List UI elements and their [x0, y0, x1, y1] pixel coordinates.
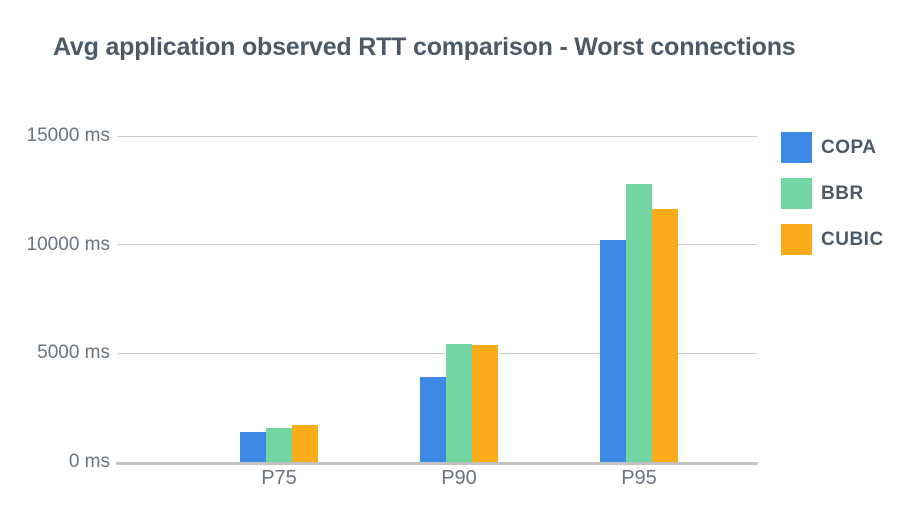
cubic-color-swatch: [781, 224, 812, 255]
y-axis-tick-label: 10000 ms: [26, 233, 110, 255]
y-axis-tick-label: 5000 ms: [37, 342, 110, 364]
legend-label-bbr: BBR: [821, 182, 864, 204]
legend: COPA BBR CUBIC: [781, 132, 884, 270]
bar-bbr-p95: [626, 184, 652, 462]
x-axis-category-label: P75: [261, 467, 297, 489]
bbr-color-swatch: [781, 178, 812, 209]
bar-cubic-p75: [292, 425, 318, 462]
y-axis-tick-label: 15000 ms: [26, 125, 110, 146]
gridline-10000: [117, 244, 757, 246]
legend-label-cubic: CUBIC: [821, 228, 884, 250]
x-axis-category-label: P95: [621, 467, 657, 489]
bar-copa-p95: [600, 240, 626, 462]
x-axis-category-label: P90: [441, 467, 477, 489]
bar-copa-p90: [420, 377, 446, 462]
bar-bbr-p75: [266, 428, 292, 462]
gridline-5000: [117, 352, 757, 354]
bar-cubic-p95: [652, 209, 678, 462]
x-axis-line: [116, 462, 758, 465]
legend-item-bbr: BBR: [781, 178, 884, 209]
copa-color-swatch: [781, 132, 812, 163]
bar-bbr-p90: [446, 344, 472, 462]
bar-copa-p75: [240, 432, 266, 462]
gridline-15000: [117, 135, 757, 137]
y-axis-tick-label: 0 ms: [68, 451, 110, 472]
legend-label-copa: COPA: [821, 136, 877, 158]
bar-cubic-p90: [472, 345, 498, 462]
legend-item-cubic: CUBIC: [781, 224, 884, 255]
chart-title: Avg application observed RTT comparison …: [53, 33, 796, 61]
legend-item-copa: COPA: [781, 132, 884, 163]
